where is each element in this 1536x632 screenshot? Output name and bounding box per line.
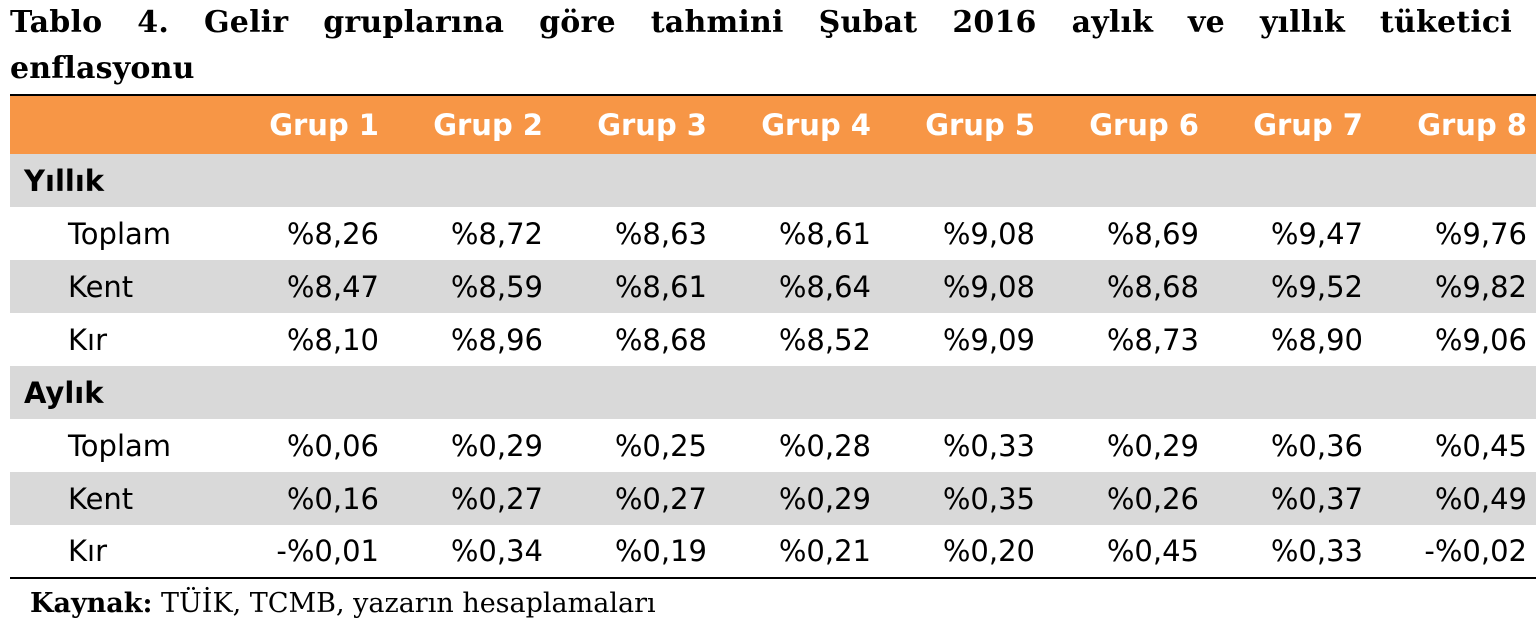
empty-cell — [225, 366, 389, 419]
value-cell: -%0,01 — [276, 534, 379, 568]
value-cell: %0,33 — [942, 428, 1035, 463]
value-cell: %8,61 — [778, 216, 871, 251]
column-header: Grup 5 — [925, 108, 1035, 142]
empty-cell — [717, 154, 881, 207]
value-cell: %8,63 — [614, 216, 707, 251]
empty-cell — [225, 154, 389, 207]
row-label: Toplam — [68, 428, 172, 463]
value-cell: %0,29 — [450, 428, 543, 463]
column-header: Grup 7 — [1253, 108, 1363, 142]
value-cell: %9,82 — [1434, 269, 1527, 304]
table-row: Kır %8,10 %8,96 %8,68 %8,52 %9,09 %8,73 %8,90 %9… — [10, 313, 1536, 366]
value-cell: %9,09 — [942, 322, 1035, 357]
empty-cell — [553, 366, 717, 419]
value-cell: %9,47 — [1270, 216, 1363, 251]
empty-cell — [389, 366, 553, 419]
value-cell: %8,72 — [450, 216, 543, 251]
row-label: Kır — [68, 322, 107, 357]
document-page: Tablo 4. Gelir gruplarına göre tahmini Ş… — [10, 0, 1536, 619]
value-cell: %0,36 — [1270, 428, 1363, 463]
value-cell: %0,29 — [778, 481, 871, 516]
value-cell: %8,73 — [1106, 322, 1199, 357]
table-row: Kır -%0,01 %0,34 %0,19 %0,21 %0,20 %0,45 %0,33 -… — [10, 525, 1536, 578]
value-cell: %0,27 — [450, 481, 543, 516]
table-row: Toplam %8,26 %8,72 %8,63 %8,61 %9,08 %8,69 %9,4… — [10, 207, 1536, 260]
empty-cell — [389, 154, 553, 207]
row-label: Kent — [68, 481, 134, 516]
value-cell: %0,20 — [942, 534, 1035, 568]
value-cell: %0,35 — [942, 481, 1035, 516]
value-cell: %0,21 — [778, 534, 871, 568]
value-cell: %8,52 — [778, 322, 871, 357]
header-row: Grup 1 Grup 2 Grup 3 Grup 4 Grup 5 Grup … — [10, 95, 1536, 154]
column-header: Grup 1 — [269, 108, 379, 142]
value-cell: %0,45 — [1106, 534, 1199, 568]
value-cell: %0,45 — [1434, 428, 1527, 463]
value-cell: %0,34 — [450, 534, 543, 568]
empty-cell — [717, 366, 881, 419]
value-cell: %0,37 — [1270, 481, 1363, 516]
value-cell: %8,68 — [614, 322, 707, 357]
column-header: Grup 2 — [433, 108, 543, 142]
empty-cell — [881, 154, 1045, 207]
empty-cell — [1209, 366, 1373, 419]
value-cell: -%0,02 — [1424, 534, 1527, 568]
value-cell: %8,69 — [1106, 216, 1199, 251]
value-cell: %9,06 — [1434, 322, 1527, 357]
value-cell: %0,28 — [778, 428, 871, 463]
row-label: Kır — [68, 534, 107, 568]
empty-cell — [1373, 366, 1536, 419]
value-cell: %9,52 — [1270, 269, 1363, 304]
value-cell: %0,33 — [1270, 534, 1363, 568]
value-cell: %8,68 — [1106, 269, 1199, 304]
value-cell: %0,49 — [1434, 481, 1527, 516]
empty-cell — [553, 154, 717, 207]
value-cell: %9,08 — [942, 216, 1035, 251]
source-text: TÜİK, TCMB, yazarın hesaplamaları — [161, 588, 656, 619]
value-cell: %0,25 — [614, 428, 707, 463]
empty-cell — [1045, 154, 1209, 207]
empty-cell — [881, 366, 1045, 419]
value-cell: %0,27 — [614, 481, 707, 516]
source-label: Kaynak: — [30, 588, 153, 619]
section-row: Yıllık — [10, 154, 1536, 207]
table-title: Tablo 4. Gelir gruplarına göre tahmini Ş… — [10, 5, 1512, 86]
source-note: Kaynak: TÜİK, TCMB, yazarın hesaplamalar… — [30, 584, 656, 624]
value-cell: %8,26 — [286, 216, 379, 251]
value-cell: %8,59 — [450, 269, 543, 304]
section-label: Aylık — [24, 375, 104, 410]
inflation-table: Grup 1 Grup 2 Grup 3 Grup 4 Grup 5 Grup … — [10, 94, 1536, 579]
value-cell: %0,19 — [614, 534, 707, 568]
empty-cell — [1373, 154, 1536, 207]
value-cell: %8,90 — [1270, 322, 1363, 357]
empty-cell — [1209, 154, 1373, 207]
section-label: Yıllık — [24, 163, 105, 198]
value-cell: %9,76 — [1434, 216, 1527, 251]
table-row: Toplam %0,06 %0,29 %0,25 %0,28 %0,33 %0,29 %0,3… — [10, 419, 1536, 472]
value-cell: %9,08 — [942, 269, 1035, 304]
value-cell: %0,16 — [286, 481, 379, 516]
value-cell: %0,06 — [286, 428, 379, 463]
column-header: Grup 6 — [1089, 108, 1199, 142]
table-body: Yıllık Toplam %8,26 %8,72 %8,63 %8,61 %9,08 %8,… — [10, 154, 1536, 578]
value-cell: %0,29 — [1106, 428, 1199, 463]
value-cell: %8,47 — [286, 269, 379, 304]
value-cell: %8,96 — [450, 322, 543, 357]
value-cell: %8,10 — [286, 322, 379, 357]
row-label: Kent — [68, 269, 134, 304]
table-row: Kent %8,47 %8,59 %8,61 %8,64 %9,08 %8,68 %9,52%… — [10, 260, 1536, 313]
header-corner — [10, 95, 225, 154]
section-row: Aylık — [10, 366, 1536, 419]
row-label: Toplam — [68, 216, 172, 251]
column-header: Grup 4 — [761, 108, 871, 142]
value-cell: %8,64 — [778, 269, 871, 304]
column-header: Grup 8 — [1417, 108, 1527, 142]
value-cell: %0,26 — [1106, 481, 1199, 516]
column-header: Grup 3 — [597, 108, 707, 142]
empty-cell — [1045, 366, 1209, 419]
table-row: Kent %0,16 %0,27 %0,27 %0,29 %0,35 %0,26 %0,37%… — [10, 472, 1536, 525]
value-cell: %8,61 — [614, 269, 707, 304]
